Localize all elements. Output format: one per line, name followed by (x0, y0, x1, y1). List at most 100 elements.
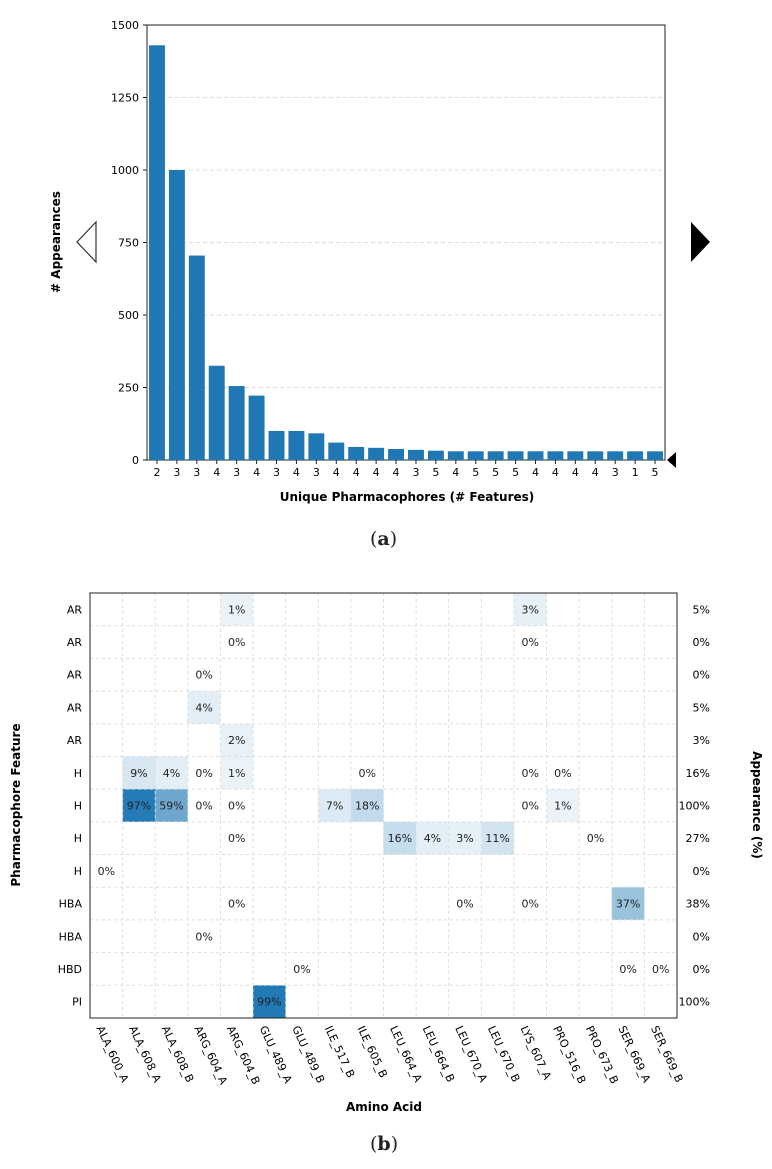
heatmap-column-label: LEU_664_A (387, 1024, 425, 1085)
heatmap-row-total: 0% (693, 669, 710, 682)
heatmap-cell-label: 0% (228, 636, 245, 649)
heatmap-row-label: AR (67, 603, 83, 616)
y-tick-label: 1250 (111, 92, 139, 105)
heatmap-cell-label: 99% (257, 996, 281, 1009)
heatmap-cell-label: 0% (522, 767, 539, 780)
bar (567, 451, 584, 460)
heatmap-x-axis-label: Amino Acid (346, 1100, 422, 1114)
heatmap-column-label: GLU_489_B (289, 1024, 327, 1085)
bar (607, 451, 624, 460)
heatmap-frame (89, 592, 678, 1019)
heatmap-row-label: AR (67, 669, 83, 682)
heatmap-row-label: AR (67, 636, 83, 649)
bar (388, 448, 405, 460)
heatmap-cell-label: 0% (358, 767, 375, 780)
heatmap-y-axis-label: Pharmacophore Feature (9, 723, 23, 886)
heatmap-cell-label: 3% (456, 832, 473, 845)
heatmap-column-label: GLU_489_A (257, 1024, 295, 1086)
y-tick-label: 1000 (111, 164, 139, 177)
heatmap-cell (481, 821, 514, 855)
x-tick-label: 3 (273, 466, 280, 479)
heatmap-row-total: 5% (693, 701, 710, 714)
heatmap-row-label: AR (67, 734, 83, 747)
heatmap-column-label: LEU_670_A (452, 1024, 490, 1085)
bar (188, 255, 205, 460)
bar (148, 45, 165, 461)
heatmap-cell-label: 59% (159, 800, 183, 813)
left-triangle-small-icon[interactable] (667, 452, 676, 468)
heatmap-cell-label: 1% (228, 603, 245, 616)
x-tick-label: 4 (373, 466, 380, 479)
heatmap-row-label: PI (72, 996, 82, 1009)
bar (467, 451, 484, 460)
heatmap-cell-label: 0% (195, 930, 212, 943)
x-tick-label: 4 (253, 466, 260, 479)
heatmap-cell (122, 789, 156, 822)
bar (487, 451, 504, 460)
y-tick-label: 750 (118, 237, 139, 250)
heatmap-row-label: H (74, 865, 82, 878)
heatmap-row-label: H (74, 800, 82, 813)
x-tick-label: 4 (293, 466, 300, 479)
x-tick-label: 2 (153, 466, 160, 479)
bar (288, 431, 305, 460)
heatmap-cell (383, 821, 417, 855)
x-tick-label: 3 (193, 466, 200, 479)
heatmap-row-total: 38% (686, 898, 710, 911)
heatmap-cell-label: 3% (522, 603, 539, 616)
x-tick-label: 3 (612, 466, 619, 479)
heatmap-cell-label: 4% (424, 832, 441, 845)
heatmap-gridlines (90, 593, 677, 1018)
heatmap-cell-label: 97% (127, 800, 151, 813)
bar (547, 451, 564, 460)
heatmap-cell-label: 0% (228, 832, 245, 845)
bar (268, 431, 285, 460)
heatmap-column-label: ILE_517_B (322, 1024, 357, 1080)
heatmap-column-label: LEU_664_B (420, 1024, 457, 1084)
heatmap-column-label: LEU_670_B (485, 1024, 522, 1084)
bar (627, 451, 644, 460)
heatmap-cell-label: 0% (587, 832, 604, 845)
heatmap-cell (220, 593, 254, 626)
heatmap-cell (253, 985, 286, 1018)
bar (427, 450, 444, 460)
heatmap-cell-label: 2% (228, 734, 245, 747)
heatmap-row-total: 16% (686, 767, 710, 780)
x-tick-label: 4 (353, 466, 360, 479)
heatmap-row-labels: AR AR AR AR AR H H H H HBA HBA HBD PI (58, 603, 83, 1008)
bar (248, 395, 265, 460)
heatmap-cell-label: 18% (355, 800, 379, 813)
heatmap-cell-label: 37% (616, 898, 640, 911)
heatmap-cell-label: 11% (485, 832, 509, 845)
y-tick-label: 1500 (111, 19, 139, 32)
bar (228, 386, 245, 460)
heatmap-column-label: SER_669_B (648, 1024, 686, 1085)
x-tick-label: 4 (552, 466, 559, 479)
heatmap-cell (220, 756, 254, 790)
heatmap-row-total: 100% (679, 996, 710, 1009)
x-tick-label: 4 (213, 466, 220, 479)
heatmap-cell-label: 1% (228, 767, 245, 780)
left-triangle-outline-icon[interactable] (76, 220, 97, 264)
x-tick-label: 4 (393, 466, 400, 479)
heatmap-cell (448, 821, 482, 855)
heatmap-cell-label: 0% (195, 669, 212, 682)
right-triangle-filled-icon[interactable] (691, 222, 710, 262)
bar (308, 433, 325, 460)
heatmap-column-label: ALA_608_B (159, 1024, 197, 1085)
heatmap-cell-label: 0% (228, 898, 245, 911)
x-tick-label: 3 (173, 466, 180, 479)
heatmap-cell-label: 4% (163, 767, 180, 780)
x-tick-label: 5 (512, 466, 519, 479)
heatmap-cells: 1% 3% 0% 0% 0% 4% 2% 9% 4% 0% 1% 0% 0% 0% 97% 59% 0% 0% 7%… (98, 593, 669, 1018)
heatmap-cell-label: 4% (195, 701, 212, 714)
heatmap-row-total: 100% (679, 800, 710, 813)
bar (208, 365, 225, 460)
heatmap-column-label: ALA_608_A (126, 1024, 164, 1085)
heatmap-column-label: LYS_607_A (518, 1024, 554, 1082)
heatmap-column-labels: ALA_600_AALA_608_AALA_608_BARG_604_AARG_… (94, 1024, 686, 1087)
heatmap-cell-label: 0% (195, 800, 212, 813)
heatmap-column-label: PRO_516_B (550, 1024, 588, 1086)
heatmap-column-label: PRO_673_B (583, 1024, 621, 1086)
